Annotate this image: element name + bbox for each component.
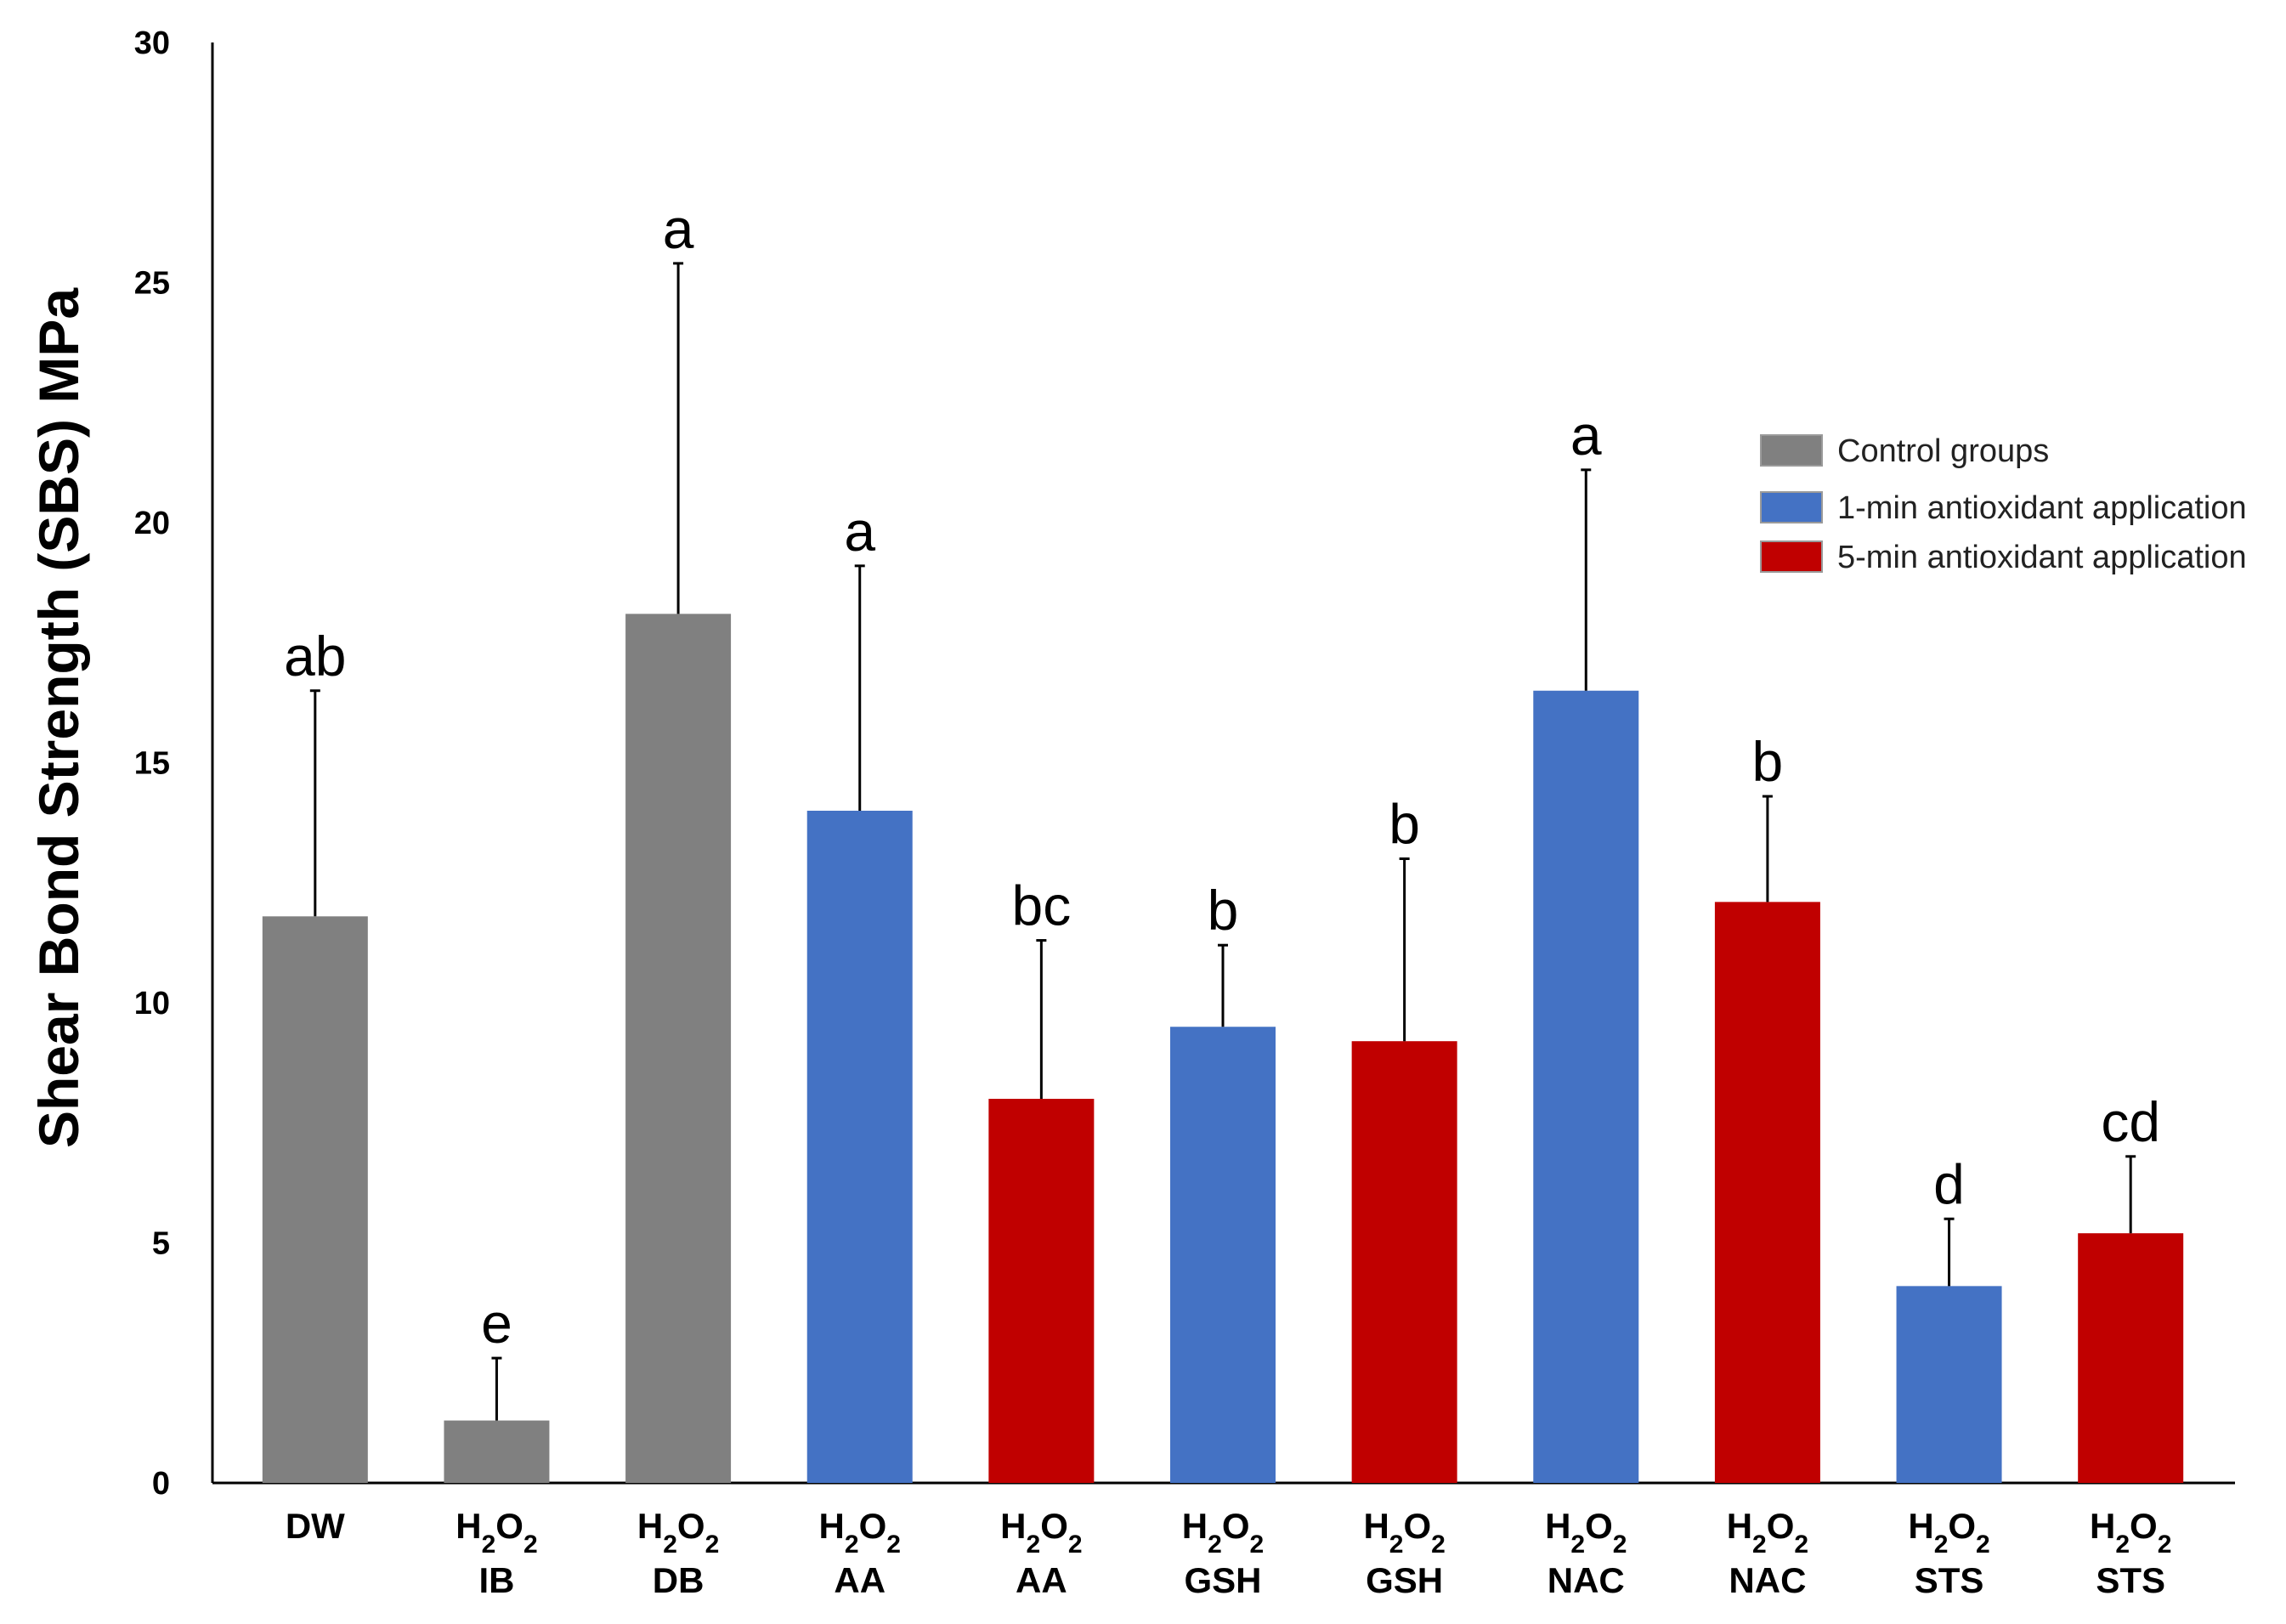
category-label-line1: H2O2 xyxy=(1727,1506,1808,1559)
category-label-line1: H2O2 xyxy=(1908,1506,1989,1559)
legend-entry: Control groups xyxy=(1837,433,2049,469)
y-tick-label: 20 xyxy=(134,506,170,541)
legend-swatch xyxy=(1760,491,1823,523)
category-label-line2: IB xyxy=(478,1560,514,1600)
error-bars xyxy=(309,262,2136,1421)
category-label-line1: H2O2 xyxy=(2090,1506,2171,1559)
legend-entry: 5-min antioxidant application xyxy=(1837,540,2247,575)
category-label-line1: H2O2 xyxy=(637,1506,719,1559)
significance-label: b xyxy=(1752,730,1784,793)
bar xyxy=(1896,1286,2002,1483)
bars xyxy=(262,614,2184,1483)
category-label-line2: DB xyxy=(653,1560,704,1600)
bar xyxy=(988,1099,1095,1483)
bar xyxy=(1533,690,1639,1483)
category-label-line1: H2O2 xyxy=(1000,1506,1082,1559)
y-tick-label: 30 xyxy=(134,25,170,61)
significance-label: b xyxy=(1208,879,1239,942)
category-label-line1: H2O2 xyxy=(1363,1506,1445,1559)
legend-swatch xyxy=(1760,434,1823,467)
category-label-line1: H2O2 xyxy=(1545,1506,1627,1559)
category-label-line1: H2O2 xyxy=(456,1506,537,1559)
y-tick-label: 0 xyxy=(152,1466,170,1502)
y-tick-label: 5 xyxy=(152,1226,170,1262)
significance-label: a xyxy=(844,500,875,563)
category-label-line2: NAC xyxy=(1729,1560,1806,1600)
bar xyxy=(262,916,368,1483)
category-label-line2: GSH xyxy=(1184,1560,1261,1600)
legend-swatch xyxy=(1760,540,1823,573)
y-tick-label: 15 xyxy=(134,746,170,782)
category-label-line1: DW xyxy=(286,1506,345,1546)
y-tick-label: 25 xyxy=(134,266,170,302)
y-tick-label: 10 xyxy=(134,986,170,1021)
category-label-line2: AA xyxy=(834,1560,886,1600)
bar xyxy=(444,1420,550,1483)
category-label-line2: STS xyxy=(1915,1560,1984,1600)
bar xyxy=(806,811,913,1483)
significance-label: ab xyxy=(284,625,346,688)
category-labels: DW H2O2IBH2O2DBH2O2AAH2O2AAH2O2GSHH2O2GSH… xyxy=(286,1506,2172,1600)
significance-label: bc xyxy=(1012,874,1072,937)
significance-label: cd xyxy=(2101,1090,2160,1153)
bar xyxy=(625,614,732,1483)
bar xyxy=(2078,1233,2184,1483)
category-label-line1: H2O2 xyxy=(819,1506,901,1559)
significance-label: a xyxy=(663,197,694,260)
bar xyxy=(1170,1027,1276,1483)
significance-label: e xyxy=(481,1292,512,1355)
legend: Control groups 1-min antioxidant applicat… xyxy=(1760,433,2247,575)
significance-label: b xyxy=(1389,793,1420,856)
category-label-line2: STS xyxy=(2096,1560,2165,1600)
y-axis-label: Shear Bond Strength (SBS) MPa xyxy=(27,287,90,1148)
category-label-line2: GSH xyxy=(1366,1560,1443,1600)
category-label-line1: H2O2 xyxy=(1182,1506,1264,1559)
significance-label: a xyxy=(1570,404,1602,467)
significance-label: d xyxy=(1933,1152,1965,1215)
category-label-line2: NAC xyxy=(1548,1560,1625,1600)
category-label-line2: AA xyxy=(1016,1560,1067,1600)
bar xyxy=(1351,1041,1457,1483)
legend-entry: 1-min antioxidant application xyxy=(1837,490,2247,526)
bar xyxy=(1714,902,1820,1483)
